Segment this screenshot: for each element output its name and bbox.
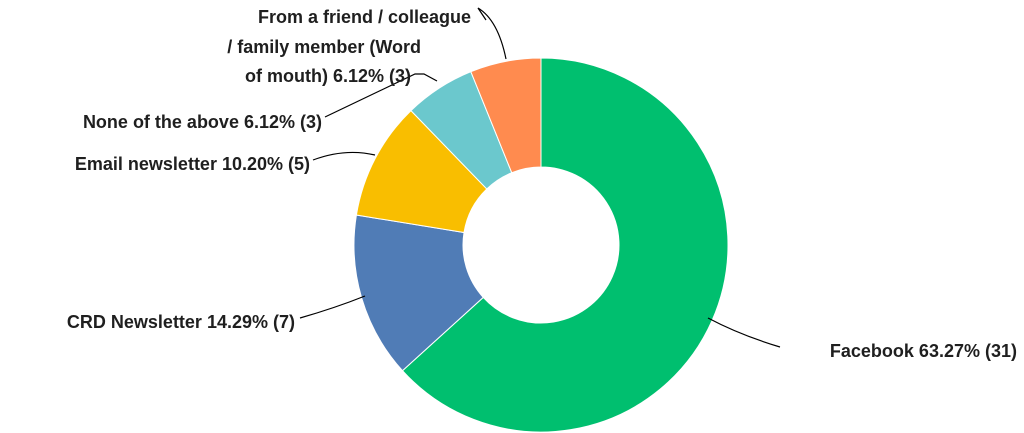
leader-lines-group bbox=[299, 7, 781, 348]
label-facebook: Facebook 63.27% (31) bbox=[830, 341, 1017, 361]
label-word-of-mouth-line-1: From a friend / colleague bbox=[258, 7, 471, 27]
slice-facebook bbox=[401, 57, 729, 433]
leader-line-facebook bbox=[707, 317, 781, 348]
label-crd-newsletter: CRD Newsletter 14.29% (7) bbox=[67, 312, 295, 332]
leader-line-email-newsletter bbox=[312, 151, 376, 161]
label-word-of-mouth-line-2: / family member (Word bbox=[227, 37, 421, 57]
slice-from-a-friend-colleague-family-member-word-of-mouth bbox=[470, 57, 542, 174]
label-none-of-the-above: None of the above 6.12% (3) bbox=[83, 112, 322, 132]
label-email-newsletter: Email newsletter 10.20% (5) bbox=[75, 154, 310, 174]
leader-line-word-of-mouth bbox=[477, 7, 507, 60]
slice-crd-newsletter bbox=[353, 214, 484, 372]
slices-group bbox=[353, 57, 729, 433]
label-word-of-mouth-line-3: of mouth) 6.12% (3) bbox=[245, 66, 411, 86]
leader-line-crd-newsletter bbox=[299, 295, 366, 319]
leader-line-none-of-the-above bbox=[324, 73, 438, 118]
labels-group: Facebook 63.27% (31) CRD Newsletter 14.2… bbox=[67, 7, 1017, 361]
